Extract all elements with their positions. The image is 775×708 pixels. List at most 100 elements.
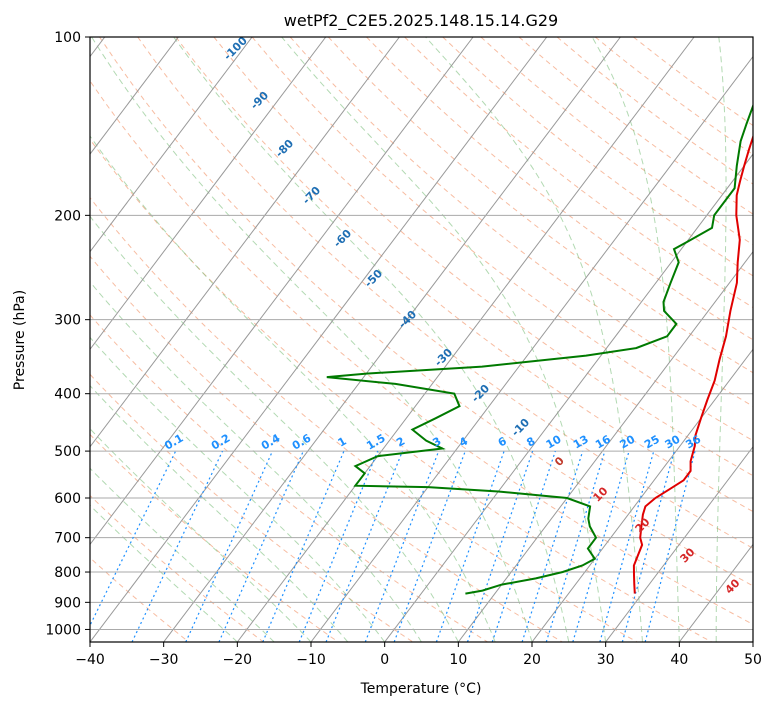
moist-adiabat — [715, 37, 727, 642]
mixing-ratio-line — [599, 450, 655, 642]
moist-adiabat — [90, 281, 422, 642]
y-tick-label: 200 — [54, 208, 81, 224]
isotherm-label: -20 — [469, 382, 492, 405]
moist-adiabat — [90, 428, 312, 642]
y-tick-label: 100 — [54, 30, 81, 46]
isotherm-line — [752, 641, 753, 642]
dry-adiabat — [90, 494, 264, 642]
moist-adiabat — [425, 37, 643, 642]
y-tick-label: 900 — [54, 595, 81, 611]
dry-adiabat — [137, 37, 753, 549]
mixing-ratio-line — [545, 450, 606, 642]
moist-adiabat — [90, 467, 275, 642]
dry-adiabat — [518, 37, 753, 215]
background-lines — [90, 37, 753, 642]
mixing-ratio-line — [393, 450, 466, 642]
isotherm-label: -40 — [396, 308, 419, 331]
x-tick-label: 0 — [380, 652, 389, 668]
y-tick-label: 600 — [54, 491, 81, 507]
mixing-ratio-line — [491, 450, 556, 642]
mixing-ratio-label: 0.4 — [259, 431, 283, 452]
mixing-ratio-label: 13 — [571, 433, 591, 452]
dry-adiabat — [90, 255, 563, 642]
x-tick-label: 20 — [523, 652, 541, 668]
mixing-ratio-label: 4 — [457, 434, 470, 449]
dry-adiabat — [90, 433, 339, 642]
mixing-ratio-line — [435, 450, 505, 642]
y-tick-label: 700 — [54, 531, 81, 547]
isotherm-line — [163, 37, 621, 642]
mixing-ratio-label: 1 — [336, 435, 349, 450]
isotherm-line — [90, 37, 179, 155]
mixing-ratio-line — [298, 450, 379, 642]
moist-adiabat — [90, 504, 238, 642]
isotherm-line — [90, 37, 327, 351]
moist-adiabat — [90, 135, 496, 642]
moist-adiabat — [90, 384, 349, 642]
moist-adiabat — [591, 37, 680, 642]
mixing-ratio-line — [131, 450, 224, 642]
isotherm-label: 20 — [633, 515, 653, 535]
y-tick-label: 500 — [54, 444, 81, 460]
isotherm-line — [90, 37, 400, 448]
isotherm-line — [236, 37, 695, 642]
mixing-ratio-line — [262, 450, 345, 642]
isotherm-label: -70 — [300, 184, 323, 207]
moist-adiabat — [281, 37, 607, 642]
isotherm-label: 40 — [723, 576, 743, 596]
temperature-profile — [632, 133, 753, 594]
isotherm-line — [605, 446, 753, 642]
x-tick-label: −30 — [149, 652, 179, 668]
moist-adiabat — [91, 37, 533, 642]
isotherm-label: -60 — [331, 227, 354, 250]
x-tick-label: 30 — [597, 652, 615, 668]
mixing-ratio-line — [521, 450, 584, 642]
dry-adiabat — [99, 37, 753, 587]
dry-adiabat — [633, 37, 753, 127]
moist-adiabat — [90, 336, 386, 642]
profiles — [326, 103, 753, 595]
mixing-ratio-label: 0.2 — [209, 432, 232, 453]
mixing-ratio-label: 0.1 — [162, 432, 185, 453]
x-tick-label: 50 — [744, 652, 762, 668]
mixing-ratio-line — [621, 450, 675, 642]
y-tick-label: 1000 — [45, 622, 81, 638]
dry-adiabat — [480, 37, 753, 246]
isotherm-line — [531, 348, 753, 642]
dry-adiabat — [175, 37, 753, 513]
isotherm-label: -90 — [248, 89, 271, 112]
x-axis-label: Temperature (°C) — [360, 681, 482, 697]
mixing-ratio-label: 2 — [394, 435, 407, 450]
y-tick-label: 300 — [54, 313, 81, 329]
moist-adiabat — [90, 215, 459, 642]
moist-adiabat — [173, 37, 570, 642]
isotherm-label: -30 — [432, 346, 455, 369]
dry-adiabat — [90, 80, 753, 625]
isotherm-line — [457, 250, 753, 642]
y-tick-label: 400 — [54, 387, 81, 403]
isotherm-label: 30 — [678, 545, 698, 565]
mixing-ratio-line — [466, 450, 534, 642]
mixing-ratio-label: 20 — [617, 432, 637, 451]
mixing-ratio-line — [364, 450, 440, 642]
isotherm-line — [90, 37, 548, 642]
isotherm-line — [384, 153, 753, 642]
dewpoint-profile — [326, 103, 753, 595]
isotherm-label: -50 — [362, 267, 385, 290]
dry-adiabat — [90, 314, 488, 642]
grid — [90, 37, 753, 642]
mixing-ratio-label: 16 — [593, 432, 613, 451]
mixing-ratio-label: 10 — [544, 432, 564, 451]
isotherm-line — [310, 55, 753, 642]
x-tick-label: 40 — [670, 652, 688, 668]
y-tick-label: 800 — [54, 565, 81, 581]
x-tick-label: 10 — [449, 652, 467, 668]
mixing-ratio-line — [90, 450, 177, 627]
mixing-ratio-line — [572, 450, 630, 642]
x-ticks: −40 −30 −20 −10 0 10 20 30 40 50 — [75, 642, 762, 668]
dry-adiabat — [289, 37, 753, 407]
y-ticks: 100 200 300 400 500 600 700 800 900 1000 — [45, 30, 90, 638]
x-tick-label: −40 — [75, 652, 105, 668]
mixing-ratio-label: 25 — [642, 433, 662, 452]
mixing-ratio-line — [325, 450, 404, 642]
